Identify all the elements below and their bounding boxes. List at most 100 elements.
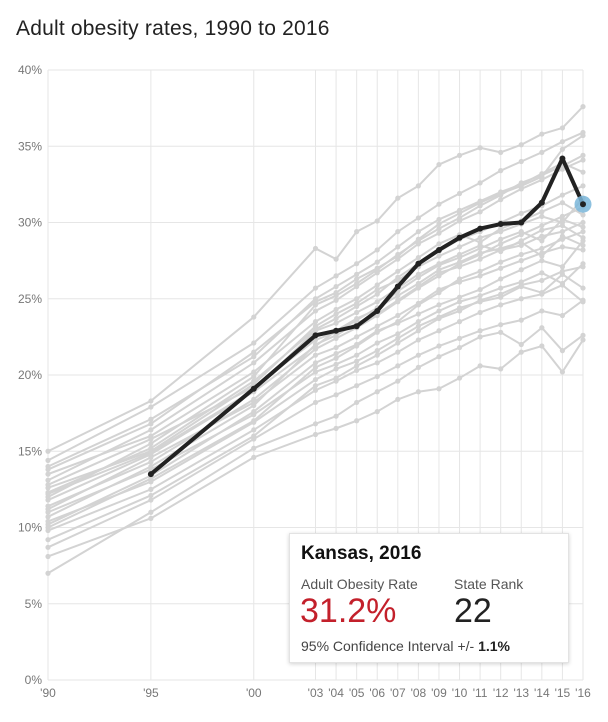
state-point[interactable] [477,235,483,241]
state-point[interactable] [456,259,463,265]
state-point[interactable] [456,251,463,258]
state-point[interactable] [539,245,545,252]
state-point[interactable] [45,521,51,528]
state-point[interactable] [498,197,504,203]
state-point[interactable] [415,323,421,329]
state-point[interactable] [415,328,421,334]
state-point[interactable] [45,466,51,473]
state-point[interactable] [498,236,504,242]
state-point[interactable] [436,328,442,334]
state-point[interactable] [354,271,360,277]
state-point[interactable] [395,244,401,250]
kansas-point[interactable] [374,307,381,314]
kansas-point[interactable] [353,323,360,330]
state-point[interactable] [312,245,319,252]
state-point[interactable] [148,515,154,521]
kansas-point[interactable] [394,283,401,290]
state-point[interactable] [251,427,257,433]
state-point[interactable] [251,419,257,425]
state-point[interactable] [148,404,154,410]
state-point[interactable] [333,378,339,384]
state-point[interactable] [539,227,545,233]
state-point[interactable] [477,328,483,334]
state-point[interactable] [518,229,524,235]
state-point[interactable] [374,282,380,288]
state-point[interactable] [436,230,442,236]
state-point[interactable] [518,283,524,290]
state-point[interactable] [436,287,442,293]
state-point[interactable] [354,363,360,369]
state-point[interactable] [559,369,566,375]
state-point[interactable] [312,431,319,438]
state-point[interactable] [559,271,566,277]
state-point[interactable] [333,361,339,367]
state-point[interactable] [580,132,586,139]
state-point[interactable] [354,229,360,235]
state-point[interactable] [498,149,504,155]
state-point[interactable] [477,273,483,279]
state-point[interactable] [518,341,524,348]
state-point[interactable] [333,290,339,296]
state-point[interactable] [498,168,504,174]
state-point[interactable] [456,279,463,285]
state-point[interactable] [518,267,524,273]
state-point[interactable] [148,450,154,456]
state-point[interactable] [539,238,545,244]
state-point[interactable] [333,320,339,326]
state-point[interactable] [539,213,545,219]
state-point[interactable] [395,229,401,235]
state-point[interactable] [395,293,401,299]
state-point[interactable] [456,294,463,300]
state-point[interactable] [559,139,566,145]
state-point[interactable] [148,463,154,470]
state-point[interactable] [333,332,339,338]
state-point[interactable] [436,308,442,314]
kansas-line[interactable] [149,156,585,476]
state-point[interactable] [374,348,380,354]
state-point[interactable] [312,399,319,406]
state-point[interactable] [539,343,545,349]
kansas-point[interactable] [497,221,504,228]
state-point[interactable] [580,337,586,343]
state-point[interactable] [518,238,524,244]
state-point[interactable] [312,319,319,325]
state-point[interactable] [45,491,51,497]
state-point[interactable] [333,344,339,351]
state-point[interactable] [395,363,401,369]
state-point[interactable] [477,200,483,206]
state-point[interactable] [477,299,483,305]
state-point[interactable] [333,355,339,361]
state-point[interactable] [45,553,51,560]
state-point[interactable] [436,270,442,276]
state-point[interactable] [498,285,504,291]
state-point[interactable] [374,259,380,265]
state-point[interactable] [580,224,586,230]
state-point[interactable] [477,293,483,299]
state-point[interactable] [354,383,360,389]
state-point[interactable] [580,169,586,175]
state-point[interactable] [580,297,586,303]
state-point[interactable] [312,328,319,334]
state-point[interactable] [374,323,380,329]
state-point[interactable] [539,270,545,276]
state-point[interactable] [374,299,380,305]
state-point[interactable] [415,271,421,277]
state-point[interactable] [354,280,360,287]
state-point[interactable] [539,174,545,180]
state-point[interactable] [518,317,524,323]
state-point[interactable] [580,235,586,241]
state-point[interactable] [251,445,257,451]
state-point[interactable] [415,215,421,221]
state-point[interactable] [354,300,360,306]
state-point[interactable] [498,322,504,328]
state-point[interactable] [395,297,401,303]
state-point[interactable] [251,349,257,355]
state-point[interactable] [374,409,380,415]
state-point[interactable] [456,305,463,311]
state-point[interactable] [539,258,545,264]
state-point[interactable] [395,277,401,284]
state-point[interactable] [436,354,442,360]
kansas-point[interactable] [518,219,525,226]
state-point[interactable] [456,244,463,250]
state-point[interactable] [45,485,51,491]
